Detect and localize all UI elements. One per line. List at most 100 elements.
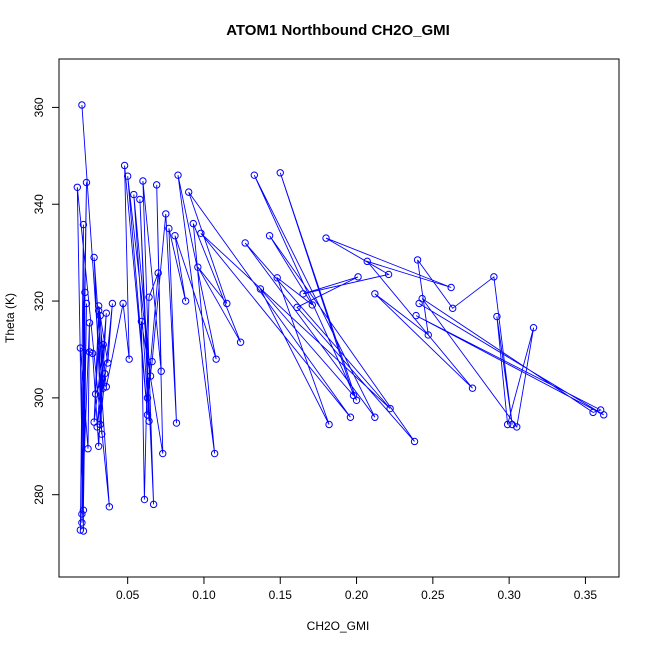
data-point xyxy=(78,519,86,527)
data-point xyxy=(119,299,127,308)
data-point xyxy=(102,309,111,317)
data-point xyxy=(293,303,301,312)
data-point xyxy=(194,263,202,271)
data-point xyxy=(84,445,92,453)
data-point xyxy=(149,500,158,509)
data-point xyxy=(136,195,144,204)
data-point xyxy=(139,177,147,185)
data-point xyxy=(468,384,477,392)
data-point xyxy=(448,304,457,313)
y-axis: 280 300 320 340 360 xyxy=(32,97,60,505)
data-point xyxy=(171,232,179,240)
data-point xyxy=(145,293,153,301)
data-point xyxy=(159,449,167,458)
data-point xyxy=(299,290,307,298)
data-point xyxy=(120,161,129,170)
data-point xyxy=(96,311,104,320)
data-point xyxy=(223,299,231,308)
x-tick-label: 0.05 xyxy=(116,588,140,602)
data-point xyxy=(529,323,538,332)
data-point xyxy=(172,419,181,427)
x-tick-label: 0.15 xyxy=(269,588,293,602)
data-point xyxy=(82,299,91,308)
data-point xyxy=(241,239,249,247)
data-point xyxy=(85,319,94,327)
data-point xyxy=(197,229,205,237)
data-point xyxy=(265,232,274,240)
data-point xyxy=(143,394,152,402)
data-point xyxy=(145,417,153,425)
data-point xyxy=(91,390,100,398)
y-tick-label: 360 xyxy=(32,97,46,117)
data-point xyxy=(76,344,85,352)
data-point xyxy=(600,411,608,419)
x-tick-label: 0.30 xyxy=(497,588,521,602)
data-point xyxy=(349,391,358,400)
data-point xyxy=(415,299,423,308)
data-point xyxy=(493,312,501,321)
data-point xyxy=(165,224,173,233)
data-point xyxy=(325,420,333,429)
data-point xyxy=(125,355,133,363)
data-point xyxy=(105,503,114,511)
data-point xyxy=(79,220,88,229)
data-point xyxy=(73,183,82,191)
y-tick-label: 300 xyxy=(32,388,46,408)
data-point xyxy=(346,413,355,421)
x-axis-label: CH2O_GMI xyxy=(307,619,370,633)
data-point xyxy=(79,527,88,535)
data-point xyxy=(174,171,182,179)
x-tick-label: 0.35 xyxy=(574,588,598,602)
data-point xyxy=(94,442,103,450)
data-point xyxy=(384,270,393,279)
series-line xyxy=(76,104,604,532)
data-point xyxy=(322,234,330,242)
data-point xyxy=(236,338,245,346)
data-point xyxy=(162,210,170,218)
data-point xyxy=(413,256,422,264)
y-axis-label: Theta (K) xyxy=(3,293,17,343)
data-point xyxy=(99,340,107,349)
data-point xyxy=(154,269,162,277)
data-point xyxy=(88,349,97,358)
data-point xyxy=(250,171,259,179)
data-point xyxy=(212,355,220,363)
data-point xyxy=(308,301,316,309)
data-point xyxy=(424,331,432,339)
data-point xyxy=(513,423,521,431)
data-point xyxy=(410,437,419,446)
data-point xyxy=(181,297,190,305)
x-axis: 0.05 0.10 0.15 0.20 0.25 0.30 0.35 xyxy=(116,576,598,602)
data-point xyxy=(210,449,219,458)
data-point xyxy=(81,288,89,297)
y-tick-label: 280 xyxy=(32,484,46,504)
data-point xyxy=(76,526,85,534)
chart-title: ATOM1 Northbound CH2O_GMI xyxy=(226,22,450,39)
data-point xyxy=(363,257,371,266)
data-point xyxy=(157,367,165,375)
data-point xyxy=(94,302,103,310)
data-point xyxy=(412,311,420,320)
data-point xyxy=(371,290,379,298)
data-point xyxy=(137,317,146,326)
data-point xyxy=(152,181,161,189)
data-point xyxy=(96,420,104,429)
data-point xyxy=(148,357,156,366)
x-tick-label: 0.20 xyxy=(345,588,369,602)
data-point xyxy=(82,178,91,187)
data-point xyxy=(90,253,98,262)
data-point xyxy=(78,101,86,109)
data-point xyxy=(108,299,117,308)
data-point xyxy=(104,359,112,367)
data-point xyxy=(386,404,394,413)
data-point xyxy=(123,172,132,180)
data-point xyxy=(447,283,455,292)
data-point xyxy=(102,383,111,391)
data-point xyxy=(78,510,86,518)
data-point xyxy=(503,420,512,429)
data-point xyxy=(256,285,265,293)
data-point xyxy=(589,408,597,417)
data-point xyxy=(130,190,138,199)
